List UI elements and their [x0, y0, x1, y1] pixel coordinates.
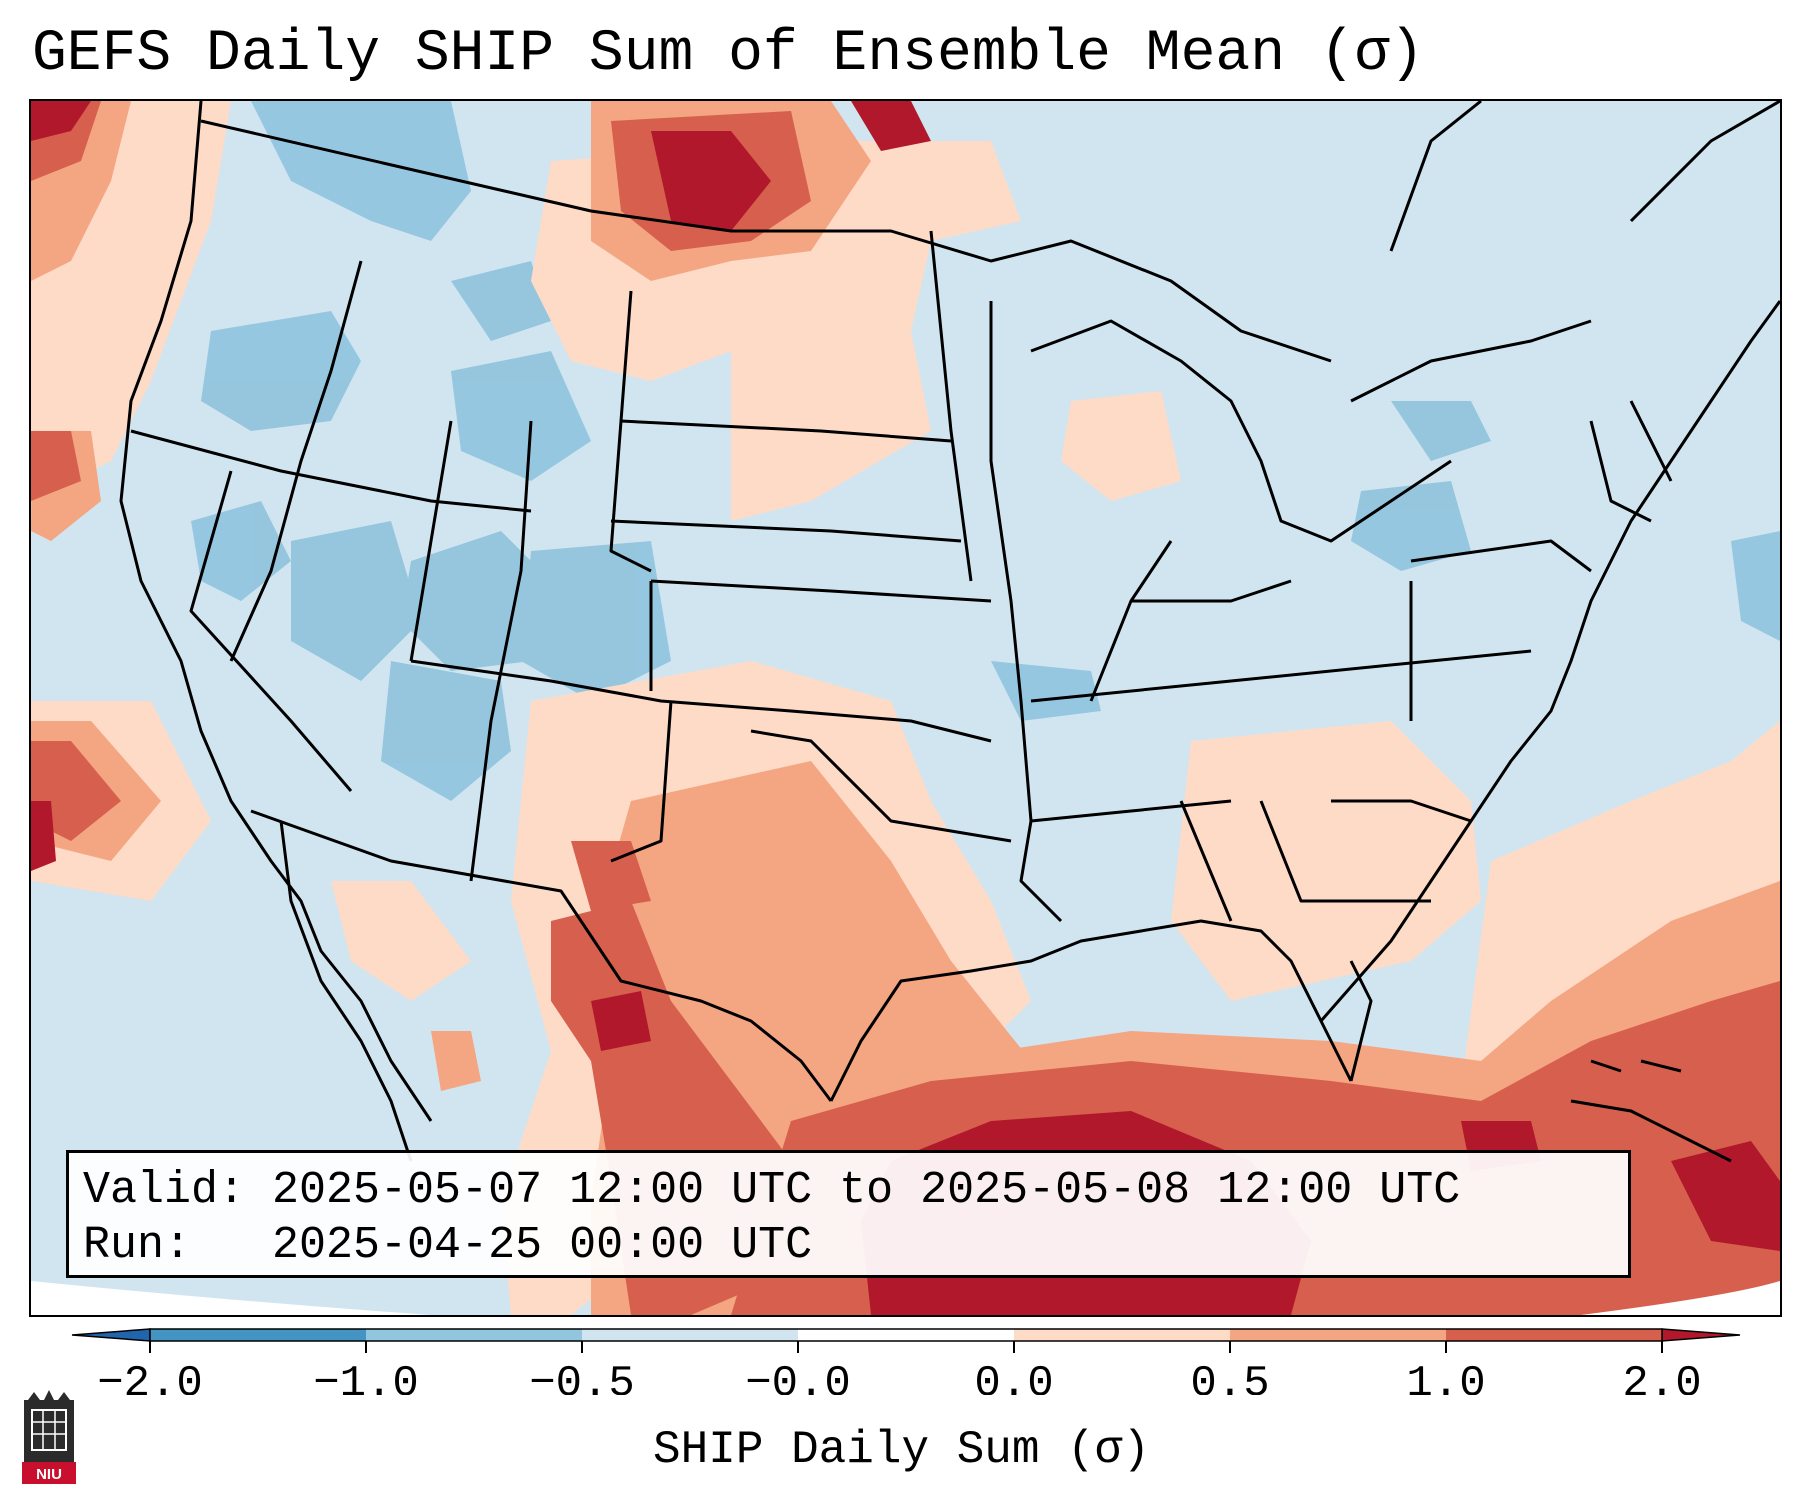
page-title: GEFS Daily SHIP Sum of Ensemble Mean (σ): [32, 22, 1425, 87]
valid-time-line: Valid: 2025-05-07 12:00 UTC to 2025-05-0…: [83, 1165, 1461, 1216]
run-time-line: Run: 2025-04-25 00:00 UTC: [83, 1220, 813, 1271]
colorbar-segment: [1230, 1329, 1447, 1341]
colorbar-frame: [149, 1328, 1663, 1342]
colorbar-over-extension: [1661, 1328, 1741, 1342]
colorbar-tick-label: 1.0: [1406, 1359, 1485, 1395]
colorbar-tick-label: −0.0: [745, 1359, 851, 1395]
colorbar-tick-label: 0.0: [974, 1359, 1053, 1395]
map-panel[interactable]: [29, 99, 1782, 1317]
valid-time-box: Valid: 2025-05-07 12:00 UTC to 2025-05-0…: [66, 1150, 1631, 1278]
colorbar-label: SHIP Daily Sum (σ): [653, 1424, 1150, 1476]
colorbar-tick-label: −0.5: [529, 1359, 635, 1395]
negative-anomaly-regions: [191, 101, 1780, 801]
colorbar-svg: −2.0 −1.0 −0.5 −0.0 0.0 0.5 1.0 2.0: [71, 1328, 1741, 1409]
caribbean-islands: [1570, 1059, 1732, 1163]
niu-logo-icon: NIU: [18, 1390, 80, 1490]
colorbar-segment: [1446, 1329, 1663, 1341]
projection-edge: [31, 1281, 431, 1315]
colorbar-under-extension: [71, 1328, 151, 1342]
colorbar: −2.0 −1.0 −0.5 −0.0 0.0 0.5 1.0 2.0: [0, 1305, 1803, 1409]
colorbar-segment: [582, 1329, 799, 1341]
colorbar-tick-label: −1.0: [313, 1359, 419, 1395]
colorbar-tick-label: 2.0: [1622, 1359, 1701, 1395]
colorbar-segment: [366, 1329, 583, 1341]
colorbar-tick-label: −2.0: [97, 1359, 203, 1395]
projection-edge-right: [1581, 1281, 1780, 1315]
political-boundaries: [119, 101, 1780, 1162]
colorbar-segment: [150, 1329, 367, 1341]
colorbar-segment: [1014, 1329, 1231, 1341]
colorbar-tick-label: 0.5: [1190, 1359, 1269, 1395]
map-svg: [31, 101, 1780, 1315]
colorbar-segment: [798, 1329, 1015, 1341]
niu-logo-text: NIU: [36, 1466, 62, 1483]
